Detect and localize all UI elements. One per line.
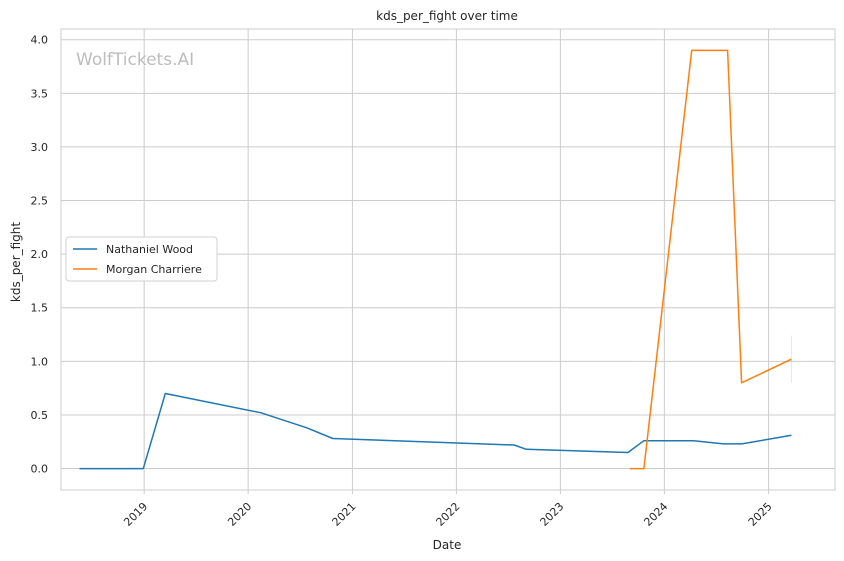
x-tick-label: 2023 bbox=[538, 500, 567, 529]
y-tick-label: 2.0 bbox=[31, 248, 49, 261]
x-axis-label: Date bbox=[433, 538, 462, 552]
x-tick-label: 2021 bbox=[330, 500, 359, 529]
legend: Nathaniel Wood Morgan Charriere bbox=[65, 236, 218, 282]
y-tick-label: 4.0 bbox=[31, 34, 49, 47]
y-tick-label: 2.5 bbox=[31, 195, 49, 208]
y-tick-label: 3.5 bbox=[31, 87, 49, 100]
x-tick-label: 2022 bbox=[434, 500, 463, 529]
chart-title: kds_per_fight over time bbox=[376, 9, 518, 23]
y-tick-label: 1.5 bbox=[31, 302, 49, 315]
legend-label: Morgan Charriere bbox=[106, 263, 202, 276]
plot-frame bbox=[60, 28, 836, 491]
watermark: WolfTickets.AI bbox=[76, 50, 194, 70]
legend-label: Nathaniel Wood bbox=[106, 243, 193, 256]
y-tick-label: 1.0 bbox=[31, 355, 49, 368]
y-tick-label: 3.0 bbox=[31, 141, 49, 154]
legend-box bbox=[65, 236, 218, 282]
x-tick-label: 2025 bbox=[746, 500, 775, 529]
x-tick-label: 2020 bbox=[225, 500, 254, 529]
series-layer bbox=[79, 49, 792, 470]
series-line-morgan-charriere bbox=[629, 49, 792, 470]
x-tick-label: 2019 bbox=[121, 500, 150, 529]
y-axis-label: kds_per_fight bbox=[9, 222, 23, 303]
y-tick-label: 0.5 bbox=[31, 409, 49, 422]
x-tick-label: 2024 bbox=[641, 500, 670, 529]
y-tick-label: 0.0 bbox=[31, 463, 49, 476]
grid bbox=[61, 29, 835, 490]
series-line-nathaniel-wood bbox=[79, 392, 792, 470]
